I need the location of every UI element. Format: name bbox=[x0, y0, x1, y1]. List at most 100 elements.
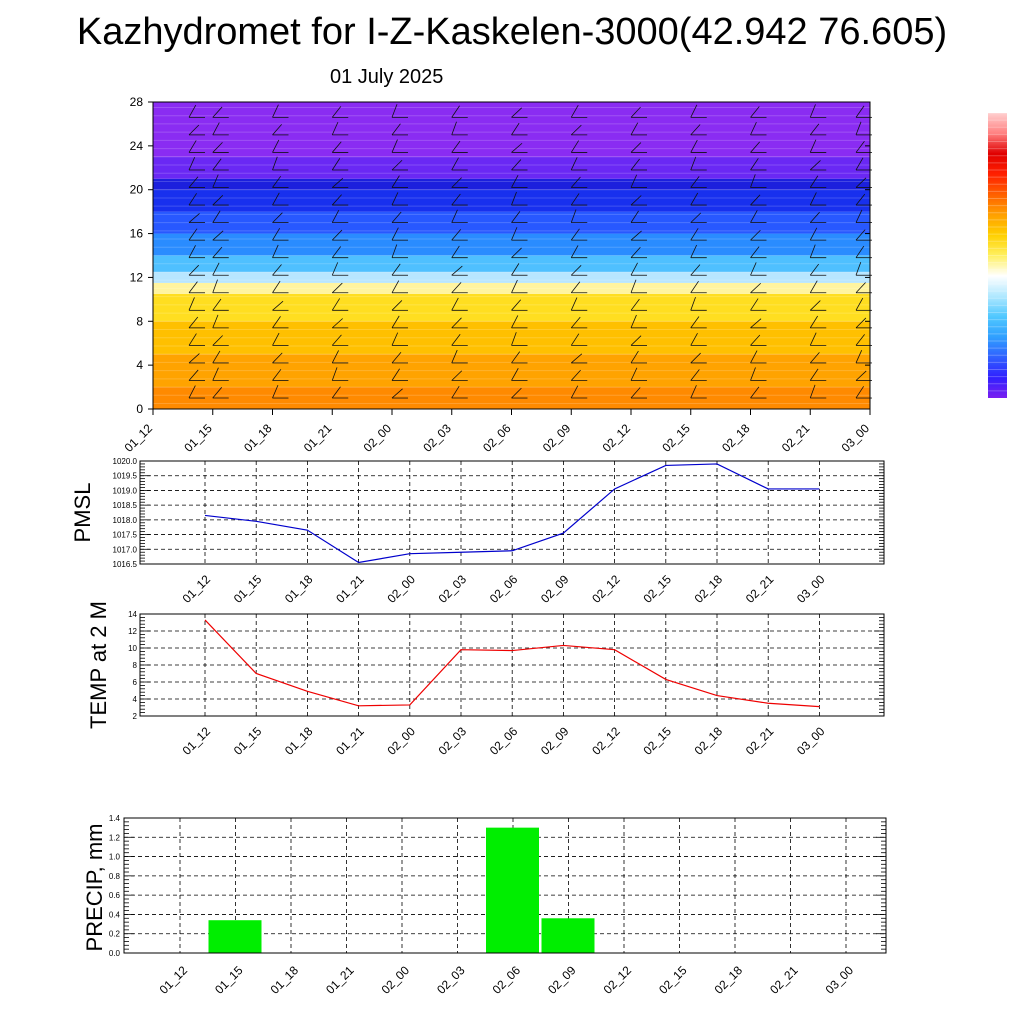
wind-barb bbox=[690, 124, 701, 136]
x-tick-label: 02_21 bbox=[779, 421, 813, 455]
wind-barb bbox=[331, 350, 339, 364]
heat-band bbox=[153, 189, 870, 212]
wind-barb bbox=[690, 264, 701, 276]
wind-barb bbox=[331, 178, 344, 188]
wind-barb bbox=[391, 175, 400, 188]
wind-barb bbox=[570, 297, 578, 311]
wind-barb bbox=[391, 139, 398, 153]
wind-barb bbox=[511, 247, 522, 258]
wind-barb bbox=[630, 350, 639, 364]
wind-barb bbox=[272, 227, 281, 241]
wind-barb bbox=[391, 123, 401, 136]
wind-barb bbox=[188, 124, 200, 136]
wind-barb bbox=[750, 141, 760, 153]
wind-barb bbox=[391, 368, 400, 381]
wind-barb bbox=[511, 299, 521, 311]
wind-barb bbox=[188, 193, 197, 206]
wind-barb bbox=[212, 279, 218, 293]
y-tick-label: 8 bbox=[133, 661, 138, 670]
x-tick-label: 02_15 bbox=[640, 572, 674, 606]
precip-bar bbox=[486, 827, 539, 953]
wind-barb bbox=[331, 158, 341, 171]
wind-barb bbox=[272, 124, 282, 136]
wind-barb bbox=[750, 229, 761, 241]
wind-barb bbox=[750, 210, 758, 223]
x-tick-label: 01_18 bbox=[241, 421, 275, 455]
wind-barb bbox=[331, 386, 341, 399]
wind-barb bbox=[212, 230, 224, 241]
wind-barb bbox=[451, 105, 460, 118]
chart-subtitle: 01 July 2025 bbox=[330, 66, 444, 88]
wind-barb bbox=[188, 369, 199, 381]
wind-barb bbox=[570, 209, 577, 223]
x-tick-label: 02_06 bbox=[480, 421, 514, 455]
wind-barb bbox=[212, 122, 220, 136]
wind-barb bbox=[212, 106, 223, 118]
x-tick-label: 02_21 bbox=[767, 963, 801, 997]
wind-barb bbox=[809, 384, 816, 399]
wind-barb bbox=[391, 315, 400, 329]
wind-barb bbox=[750, 246, 760, 258]
wind-barb bbox=[212, 158, 222, 171]
wind-barb bbox=[188, 281, 198, 294]
wind-barb bbox=[272, 175, 282, 188]
wind-barb bbox=[451, 121, 457, 136]
wind-barb bbox=[855, 245, 865, 258]
wind-barb bbox=[188, 333, 197, 346]
wind-barb bbox=[188, 245, 196, 258]
heat-band bbox=[153, 178, 870, 190]
wind-barb bbox=[212, 367, 219, 381]
wind-barb bbox=[809, 227, 818, 241]
wind-barb bbox=[750, 282, 762, 294]
wind-barb bbox=[570, 124, 582, 136]
wind-barb bbox=[331, 210, 340, 223]
y-tick-label: 0.0 bbox=[109, 949, 121, 958]
wind-barb bbox=[630, 247, 641, 258]
wind-barb bbox=[272, 264, 282, 276]
wind-barb bbox=[212, 335, 223, 346]
x-tick-label: 02_00 bbox=[361, 421, 395, 455]
wind-barb bbox=[570, 353, 583, 364]
x-tick-label: 01_12 bbox=[122, 421, 156, 455]
panel-frame bbox=[123, 817, 887, 954]
wind-barb bbox=[750, 174, 756, 188]
wind-barb bbox=[212, 350, 221, 364]
wind-barb bbox=[630, 142, 642, 153]
wind-barb bbox=[855, 121, 862, 136]
y-tick-label: 0.8 bbox=[109, 872, 121, 881]
colorbar-fill bbox=[988, 113, 1007, 398]
wind-barb bbox=[511, 332, 517, 346]
wind-barb bbox=[855, 141, 865, 153]
wind-barb bbox=[809, 104, 816, 118]
wind-barb bbox=[331, 334, 342, 346]
wind-barb bbox=[570, 333, 580, 346]
wind-barb bbox=[391, 244, 398, 258]
heat-band bbox=[153, 271, 870, 283]
x-tick-label: 02_15 bbox=[640, 724, 674, 758]
wind-barb bbox=[272, 156, 278, 171]
wind-barb bbox=[570, 140, 580, 153]
wind-barb bbox=[630, 106, 641, 118]
wind-barb bbox=[451, 349, 458, 364]
x-tick-label: 01_12 bbox=[180, 724, 214, 758]
y-tick-label: 8 bbox=[136, 314, 143, 328]
cross-section-panel: 0 4 8 12 16 20 24 28 01_12 01_15 01_18 01_21 02_00 02… bbox=[122, 95, 873, 455]
wind-barb bbox=[511, 351, 521, 364]
wind-barb bbox=[750, 298, 759, 311]
wind-barb bbox=[690, 297, 696, 311]
y-axis-label: PRECIP, mm bbox=[82, 824, 107, 952]
wind-barb bbox=[690, 212, 702, 223]
wind-barb bbox=[855, 317, 867, 329]
wind-barb bbox=[331, 367, 338, 381]
x-tick-label: 02_18 bbox=[719, 421, 753, 455]
y-tick-label: 6 bbox=[133, 678, 138, 687]
wind-barb bbox=[188, 385, 196, 399]
x-tick-label: 02_00 bbox=[379, 963, 413, 997]
wind-barb bbox=[855, 386, 864, 399]
x-tick-label: 03_00 bbox=[794, 572, 828, 606]
y-tick-label: 1016.5 bbox=[113, 560, 138, 569]
wind-barb bbox=[511, 142, 523, 153]
y-tick-label: 16 bbox=[130, 227, 144, 241]
pmsl-panel: 1016.5 1017.0 1017.5 1018.0 1018.5 1019.0 1019… bbox=[70, 457, 885, 606]
wind-barb bbox=[331, 106, 342, 118]
